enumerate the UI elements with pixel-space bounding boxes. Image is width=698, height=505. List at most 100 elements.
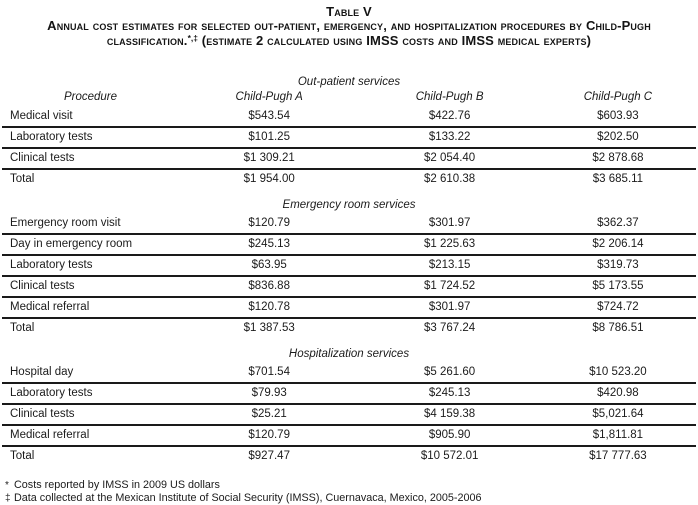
footnote-symbol: ‡ <box>5 492 11 504</box>
cost-cell: $5 261.60 <box>359 362 540 384</box>
table-row: Laboratory tests $101.25 $133.22 $202.50 <box>2 126 696 149</box>
footnote: ‡ Data collected at the Mexican Institute… <box>5 492 696 505</box>
cost-cell: $1 954.00 <box>243 173 295 185</box>
table-row: Total $1 954.00 $2 610.38 $3 685.11 <box>2 169 696 189</box>
column-header: Procedure <box>63 90 118 103</box>
table-row: Laboratory tests $63.95 $213.15 $319.73 <box>2 254 696 277</box>
section-title: Emergency room services <box>282 198 416 211</box>
cost-cell: $724.72 <box>539 296 696 319</box>
section-title-row: Emergency room services <box>2 189 696 214</box>
cost-cell: $1 309.21 <box>178 147 360 170</box>
cost-cell: $8 786.51 <box>592 322 644 334</box>
cost-cell: $120.78 <box>178 296 360 319</box>
table-row: Emergency room visit $120.79 $301.97 $362.3… <box>2 213 696 235</box>
section-title: Hospitalization services <box>288 347 410 360</box>
cost-cell: $10 523.20 <box>539 362 696 384</box>
procedure-cell: Clinical tests <box>2 403 179 426</box>
column-header: Child-Pugh A <box>235 90 303 103</box>
cost-cell: $245.13 <box>359 382 540 405</box>
table-row: Day in emergency room $245.13 $1 225.63 $2 … <box>2 233 696 256</box>
cost-cell: $422.76 <box>359 106 540 128</box>
procedure-cell: Medical referral <box>2 296 179 319</box>
procedure-cell: Emergency room visit <box>2 213 179 235</box>
cost-cell: $836.88 <box>178 275 360 298</box>
cost-cell: $319.73 <box>539 254 696 277</box>
cost-cell: $2 878.68 <box>539 147 696 170</box>
footnote-symbol: * <box>5 479 9 491</box>
cost-cell: $10 572.01 <box>420 450 479 462</box>
footnote-text: Costs reported by IMSS in 2009 US dollar… <box>14 478 220 491</box>
cost-cell: $3 685.11 <box>592 173 644 185</box>
procedure-cell: Hospital day <box>2 362 179 384</box>
cost-cell: $905.90 <box>359 424 540 447</box>
cost-cell: $301.97 <box>359 213 540 235</box>
procedure-cell: Medical referral <box>2 424 179 447</box>
caption-footnote-marks: *,‡ <box>187 33 198 43</box>
cost-cell: $120.79 <box>178 213 360 235</box>
cost-cell: $4 159.38 <box>359 403 540 426</box>
cost-cell: $603.93 <box>539 106 696 128</box>
table-row: Medical referral $120.78 $301.97 $724.72 <box>2 296 696 319</box>
cost-cell: $79.93 <box>178 382 360 405</box>
cost-cell: $5 173.55 <box>539 275 696 298</box>
cost-cell: $1 724.52 <box>359 275 540 298</box>
section-title: Out-patient services <box>297 75 401 88</box>
cost-cell: $5,021.64 <box>539 403 696 426</box>
section-title-row: Out-patient services <box>2 75 696 91</box>
cost-cell: $301.97 <box>359 296 540 319</box>
footnotes: * Costs reported by IMSS in 2009 US dolla… <box>2 479 696 505</box>
procedure-cell: Laboratory tests <box>2 254 179 277</box>
cost-cell: $101.25 <box>178 126 360 149</box>
cost-cell: $63.95 <box>178 254 360 277</box>
cost-cell: $213.15 <box>359 254 540 277</box>
procedure-cell: Clinical tests <box>2 275 179 298</box>
cost-cell: $120.79 <box>178 424 360 447</box>
footnote: * Costs reported by IMSS in 2009 US dolla… <box>5 479 696 492</box>
table-row: Laboratory tests $79.93 $245.13 $420.98 <box>2 382 696 405</box>
cost-cell: $245.13 <box>178 233 360 256</box>
cost-cell: $927.47 <box>248 450 290 462</box>
table-row: Clinical tests $1 309.21 $2 054.40 $2 878.6… <box>2 147 696 170</box>
table-row: Total $1 387.53 $3 767.24 $8 786.51 <box>2 318 696 338</box>
column-header: Child-Pugh C <box>583 90 653 103</box>
table-caption: Table V Annual cost estimates for select… <box>2 5 696 48</box>
caption-line-1: Annual cost estimates for selected out-p… <box>47 17 651 33</box>
procedure-cell: Total <box>10 173 35 185</box>
procedure-cell: Laboratory tests <box>2 382 179 405</box>
table-row: Medical referral $120.79 $905.90 $1,811.81 <box>2 424 696 447</box>
cost-table-body: Out-patient services Procedure Child-Pugh … <box>2 75 696 466</box>
table-row: Clinical tests $836.88 $1 724.52 $5 173.55 <box>2 275 696 298</box>
footnote-text: Data collected at the Mexican Institute … <box>14 491 482 504</box>
caption-line-2-rest: (estimate 2 calculated using IMSS costs … <box>197 33 592 48</box>
cost-cell: $1,811.81 <box>539 424 696 447</box>
cost-cell: $202.50 <box>539 126 696 149</box>
table-row: Medical visit $543.54 $422.76 $603.93 <box>2 106 696 128</box>
cost-cell: $17 777.63 <box>589 450 647 462</box>
procedure-cell: Total <box>10 322 35 334</box>
cost-cell: $2 610.38 <box>424 173 476 185</box>
cost-cell: $1 387.53 <box>243 322 295 334</box>
caption-line-2: classification.*,‡ (estimate 2 calculate… <box>2 32 696 48</box>
table-row: Total $927.47 $10 572.01 $17 777.63 <box>2 446 696 466</box>
cost-cell: $2 206.14 <box>539 233 696 256</box>
cost-cell: $701.54 <box>178 362 360 384</box>
cost-cell: $3 767.24 <box>424 322 476 334</box>
procedure-cell: Clinical tests <box>2 147 179 170</box>
table-row: Clinical tests $25.21 $4 159.38 $5,021.64 <box>2 403 696 426</box>
column-header: Child-Pugh B <box>415 90 484 103</box>
cost-cell: $25.21 <box>178 403 360 426</box>
cost-cell: $1 225.63 <box>359 233 540 256</box>
cost-cell: $362.37 <box>539 213 696 235</box>
procedure-cell: Day in emergency room <box>2 233 179 256</box>
cost-cell: $133.22 <box>359 126 540 149</box>
procedure-cell: Laboratory tests <box>2 126 179 149</box>
procedure-cell: Total <box>10 450 35 462</box>
cost-cell: $420.98 <box>539 382 696 405</box>
table-number: Table V <box>326 4 372 19</box>
cost-table: Out-patient services Procedure Child-Pugh … <box>2 75 696 466</box>
column-header-row: Procedure Child-Pugh A Child-Pugh B Child-P… <box>2 91 696 107</box>
table-row: Hospital day $701.54 $5 261.60 $10 523.20 <box>2 362 696 384</box>
section-title-row: Hospitalization services <box>2 338 696 363</box>
